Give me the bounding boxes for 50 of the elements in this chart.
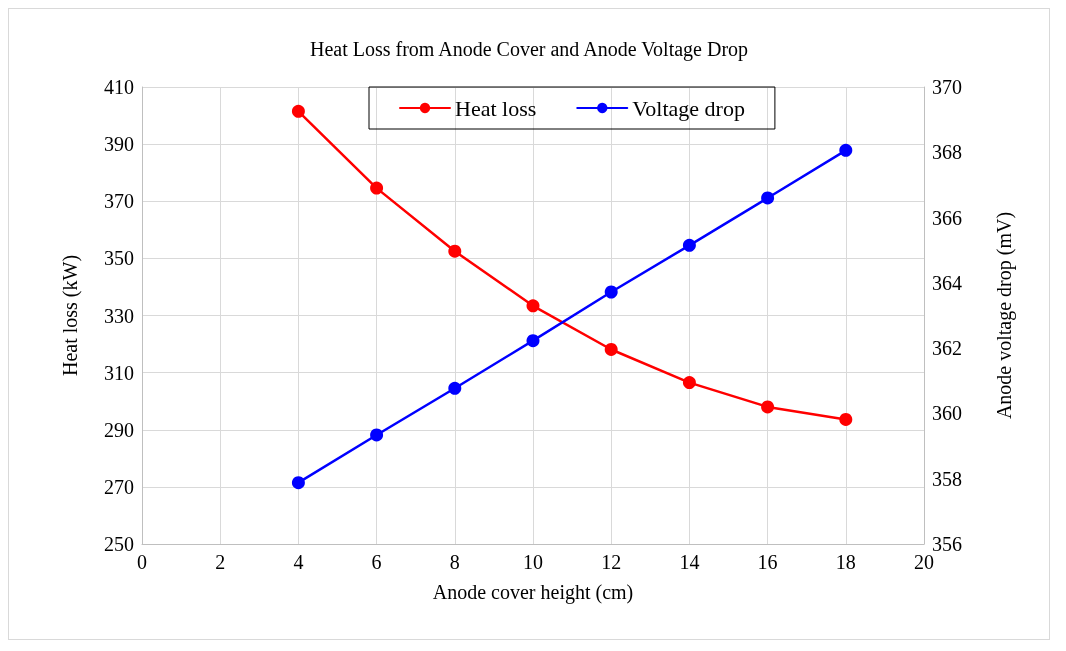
y-tick-label: 350 <box>104 247 134 270</box>
y2-tick-label: 364 <box>932 271 962 294</box>
legend-label: Voltage drop <box>632 95 745 121</box>
x-tick-label: 8 <box>449 551 460 573</box>
point <box>370 181 384 195</box>
chart-title: Heat Loss from Anode Cover and Anode Voltage Drop <box>309 38 749 61</box>
y-tick-label: 290 <box>104 418 134 441</box>
point <box>604 342 618 356</box>
y2-axis-title: Anode voltage drop (mV) <box>993 211 1016 420</box>
y2-tick-label: 360 <box>932 402 962 425</box>
y-tick-label: 390 <box>104 133 134 156</box>
point <box>448 244 462 258</box>
y-tick-label: 310 <box>104 361 134 384</box>
x-tick-label: 4 <box>293 551 304 573</box>
x-tick-label: 18 <box>835 551 856 573</box>
x-tick-label: 2 <box>215 551 226 573</box>
y2-tick-label: 370 <box>932 76 962 98</box>
point <box>761 191 775 205</box>
x-tick-label: 6 <box>371 551 382 573</box>
y2-tick-label: 366 <box>932 206 962 229</box>
point <box>291 104 305 118</box>
point <box>761 400 775 414</box>
point <box>839 143 853 157</box>
point <box>291 476 305 490</box>
y2-tick-label: 358 <box>932 467 962 490</box>
point <box>682 238 696 252</box>
y-tick-label: 330 <box>104 304 134 327</box>
legend-label: Heat loss <box>455 95 537 121</box>
point <box>370 428 384 442</box>
point <box>604 285 618 299</box>
x-tick-label: 12 <box>601 551 622 573</box>
point <box>526 299 540 313</box>
y2-tick-label: 362 <box>932 337 962 360</box>
point <box>682 376 696 390</box>
y-tick-label: 250 <box>104 533 134 555</box>
x-tick-label: 14 <box>679 551 700 573</box>
x-tick-label: 16 <box>757 551 778 573</box>
x-axis-title: Anode cover height (cm) <box>432 581 634 604</box>
y-tick-label: 410 <box>104 76 134 98</box>
point <box>448 381 462 395</box>
x-tick-label: 10 <box>523 551 543 573</box>
y2-tick-label: 368 <box>932 141 962 164</box>
point <box>839 412 853 426</box>
y-tick-label: 270 <box>104 475 134 498</box>
y2-tick-label: 356 <box>932 533 962 555</box>
y-axis-title: Heat loss (kW) <box>59 254 82 377</box>
y-tick-label: 370 <box>104 190 134 213</box>
point <box>526 334 540 348</box>
x-tick-label: 0 <box>137 551 147 573</box>
x-tick-label: 20 <box>914 551 934 573</box>
